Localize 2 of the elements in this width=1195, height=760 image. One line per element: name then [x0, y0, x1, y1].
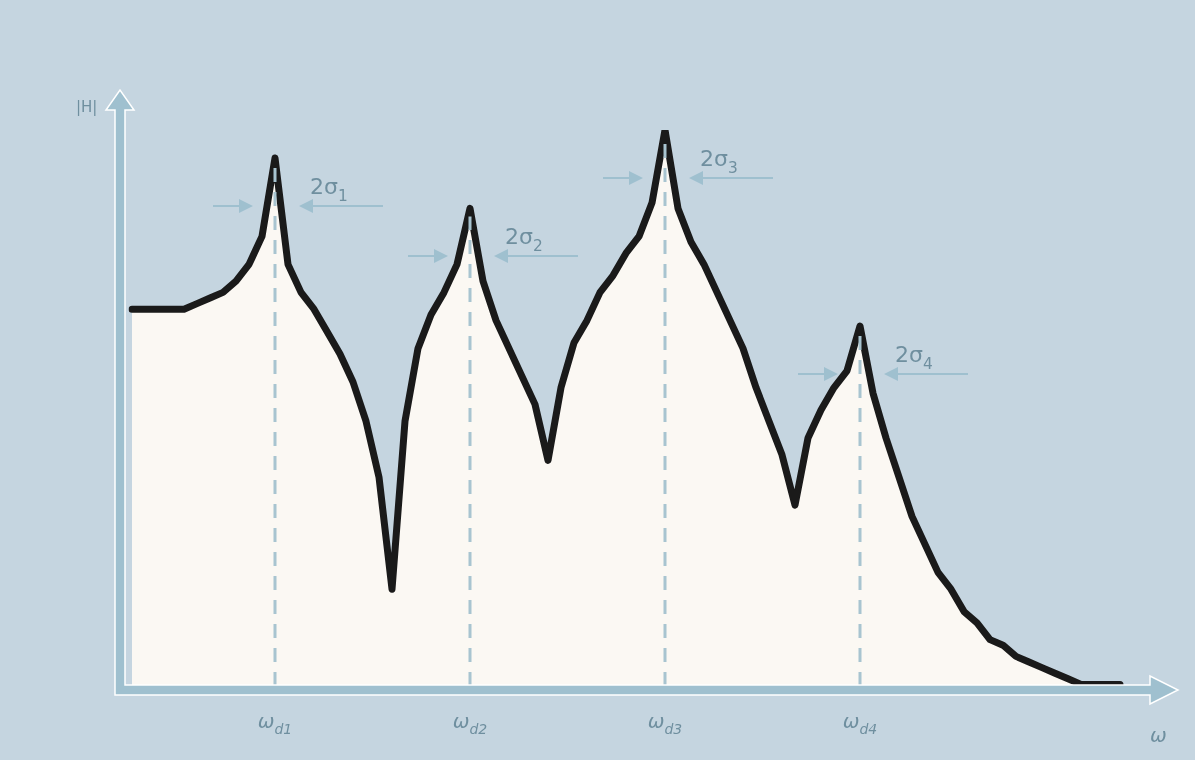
x-axis-title: ω [1150, 723, 1167, 747]
y-axis-title: |H| [76, 98, 98, 116]
